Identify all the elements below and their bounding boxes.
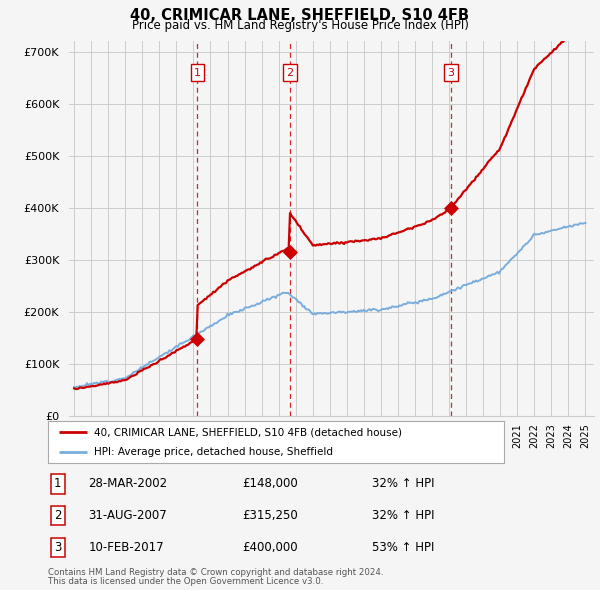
Text: 2: 2 <box>54 509 61 522</box>
Text: 40, CRIMICAR LANE, SHEFFIELD, S10 4FB (detached house): 40, CRIMICAR LANE, SHEFFIELD, S10 4FB (d… <box>94 427 401 437</box>
Text: 32% ↑ HPI: 32% ↑ HPI <box>372 509 434 522</box>
Text: £400,000: £400,000 <box>242 541 298 554</box>
Text: 10-FEB-2017: 10-FEB-2017 <box>89 541 164 554</box>
Text: 28-MAR-2002: 28-MAR-2002 <box>89 477 167 490</box>
Text: HPI: Average price, detached house, Sheffield: HPI: Average price, detached house, Shef… <box>94 447 332 457</box>
Text: £148,000: £148,000 <box>242 477 298 490</box>
Text: 40, CRIMICAR LANE, SHEFFIELD, S10 4FB: 40, CRIMICAR LANE, SHEFFIELD, S10 4FB <box>131 8 470 22</box>
Text: 2: 2 <box>286 67 293 77</box>
Text: 1: 1 <box>54 477 61 490</box>
Text: 3: 3 <box>54 541 61 554</box>
Text: 1: 1 <box>194 67 201 77</box>
Text: 3: 3 <box>448 67 454 77</box>
Text: 53% ↑ HPI: 53% ↑ HPI <box>372 541 434 554</box>
Text: £315,250: £315,250 <box>242 509 298 522</box>
Text: Contains HM Land Registry data © Crown copyright and database right 2024.: Contains HM Land Registry data © Crown c… <box>48 568 383 577</box>
Text: Price paid vs. HM Land Registry's House Price Index (HPI): Price paid vs. HM Land Registry's House … <box>131 19 469 32</box>
Text: This data is licensed under the Open Government Licence v3.0.: This data is licensed under the Open Gov… <box>48 577 323 586</box>
Text: 32% ↑ HPI: 32% ↑ HPI <box>372 477 434 490</box>
Text: 31-AUG-2007: 31-AUG-2007 <box>89 509 167 522</box>
